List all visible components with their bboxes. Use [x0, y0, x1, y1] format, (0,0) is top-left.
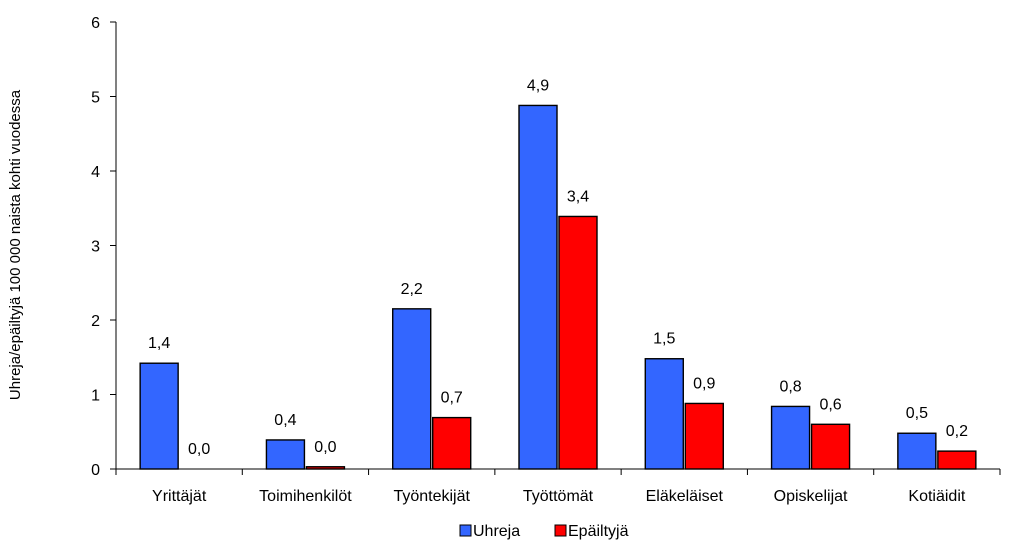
y-tick-label: 4 — [91, 164, 100, 181]
bar-uhreja — [518, 104, 558, 470]
x-tick-label: Opiskelijat — [774, 488, 848, 505]
x-tick-label: Yrittäjät — [152, 488, 207, 505]
y-tick-label: 5 — [91, 90, 100, 107]
data-label: 0,0 — [188, 441, 210, 458]
x-tick-labels: Yrittäjät Toimihenkilöt Työntekijät Työttöm… — [152, 488, 966, 505]
data-label: 2,2 — [401, 281, 423, 298]
bar-uhreja — [897, 432, 937, 470]
x-axis — [115, 468, 1001, 475]
data-label: 0,9 — [693, 375, 715, 392]
y-axis-label: Uhreja/epäiltyjä 100 000 naista kohti vu… — [7, 89, 24, 400]
bar-epailtyja — [305, 466, 346, 470]
bar-epailtyja — [558, 215, 598, 470]
bar-epailtyja — [432, 416, 472, 470]
data-label: 0,8 — [779, 378, 801, 395]
data-label: 0,6 — [819, 396, 841, 413]
data-label: 1,4 — [148, 335, 170, 352]
data-label: 1,5 — [653, 331, 675, 348]
x-tick-label: Työttömät — [523, 488, 594, 505]
legend-label: Epäiltyjä — [568, 523, 629, 540]
x-tick-label: Toimihenkilöt — [259, 488, 352, 505]
bar-uhreja — [392, 308, 432, 470]
bar-epailtyja — [937, 450, 977, 470]
data-label: 3,4 — [567, 188, 589, 205]
data-label: 0,7 — [441, 390, 463, 407]
legend-label: Uhreja — [473, 523, 520, 540]
y-tick-label: 2 — [91, 313, 100, 330]
legend: Uhreja Epäiltyjä — [459, 523, 629, 540]
bar-uhreja — [265, 439, 306, 470]
bar-uhreja — [139, 362, 179, 470]
x-tick-label: Kotiäidit — [908, 488, 965, 505]
data-label: 0,5 — [906, 405, 928, 422]
y-axis: 0 1 2 3 4 5 6 — [91, 15, 117, 479]
y-tick-label: 1 — [91, 388, 100, 405]
y-tick-label: 0 — [91, 462, 100, 479]
bar-epailtyja — [810, 423, 851, 470]
legend-swatch — [554, 524, 567, 537]
x-tick-label: Eläkeläiset — [646, 488, 724, 505]
data-label: 0,2 — [946, 423, 968, 440]
bar-uhreja — [644, 358, 684, 470]
data-label: 0,4 — [274, 412, 296, 429]
legend-swatch — [459, 524, 472, 537]
data-label: 4,9 — [527, 77, 549, 94]
data-labels: 1,4 0,0 0,4 0,0 2,2 0,7 4,9 3,4 1,5 0,9 0,8 0,6 0,5 0… — [148, 77, 968, 458]
bars — [139, 104, 977, 470]
y-tick-label: 3 — [91, 239, 100, 256]
x-tick-label: Työntekijät — [393, 488, 470, 505]
bar-epailtyja — [684, 402, 724, 470]
y-tick-label: 6 — [91, 15, 100, 32]
data-label: 0,0 — [314, 439, 336, 456]
bar-uhreja — [770, 405, 811, 470]
